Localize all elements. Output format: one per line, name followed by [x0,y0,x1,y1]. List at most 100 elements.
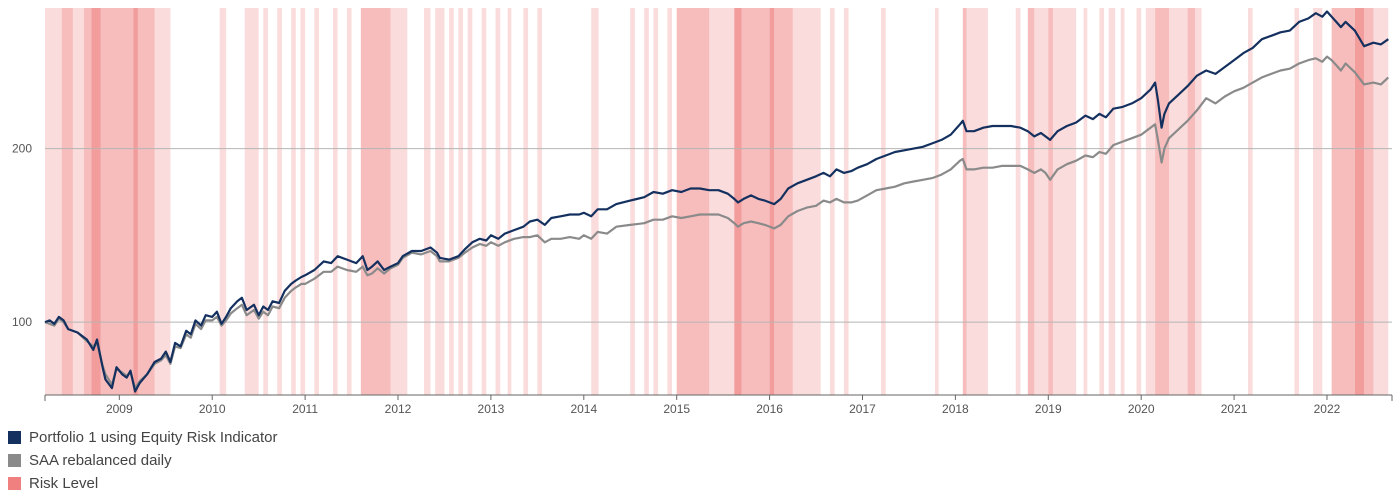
risk-band [1294,8,1300,395]
legend-swatch-saa [8,454,21,467]
x-tick-label: 2021 [1221,402,1248,416]
x-axis [44,394,1393,401]
risk-band [644,8,649,395]
risk-band [84,8,92,395]
y-axis-labels: 100 200 [12,142,32,330]
risk-band [449,8,454,395]
risk-band [676,8,710,395]
risk-band [100,8,134,395]
series-line-saa [44,55,1390,390]
risk-band [300,8,306,395]
risk-band [390,8,408,395]
legend-swatch-portfolio [8,431,21,444]
y-tick-label: 200 [12,142,32,156]
risk-band [360,8,391,395]
x-tick-label: 2014 [570,402,597,416]
risk-band [495,8,501,395]
risk-band [244,8,259,395]
risk-band [1083,8,1088,395]
x-tick-label: 2013 [478,402,505,416]
legend-label-risk-level: Risk Level [29,475,99,492]
risk-band [1187,8,1196,395]
legend: Portfolio 1 using Equity Risk Indicator … [8,426,277,495]
legend-item-saa[interactable]: SAA rebalanced daily [8,449,277,472]
risk-band [1034,8,1049,395]
x-tick-label: 2017 [849,402,876,416]
series-lines [44,10,1390,393]
risk-band [45,8,62,395]
risk-band [792,8,821,395]
legend-swatch-risk-level [8,477,21,490]
legend-item-portfolio[interactable]: Portfolio 1 using Equity Risk Indicator [8,426,277,449]
risk-band [653,8,659,395]
risk-band [1331,8,1355,395]
risk-band [1155,8,1170,395]
risk-band [61,8,73,395]
risk-band [1015,8,1021,395]
risk-band [630,8,635,395]
risk-band [219,8,227,395]
risk-band [1048,8,1053,395]
risk-band [1169,8,1188,395]
risk-band [1145,8,1156,395]
risk-band [467,8,473,395]
risk-band [424,8,431,395]
risk-band [769,8,775,395]
risk-band [263,8,268,395]
x-tick-label: 2019 [1035,402,1062,416]
risk-band [1108,8,1116,395]
risk-band [1136,8,1142,395]
x-tick-label: 2012 [385,402,412,416]
x-tick-label: 2015 [663,402,690,416]
risk-band [1195,8,1202,395]
x-axis-labels: 2009 2010 2011 2012 2013 2014 2015 2016 2017 2018… [106,402,1341,416]
x-tick-label: 2020 [1128,402,1155,416]
risk-band [591,8,599,395]
risk-band [1373,8,1389,395]
risk-band [1027,8,1035,395]
risk-band [1364,8,1374,395]
risk-band [881,8,886,395]
risk-band [1099,8,1105,395]
risk-band [72,8,85,395]
risk-band [667,8,673,395]
risk-band [1354,8,1365,395]
risk-band [133,8,138,395]
risk-band [154,8,171,395]
risk-band [435,8,445,395]
risk-band [458,8,464,395]
gridlines [45,148,1392,323]
risk-band [314,8,320,395]
risk-band [346,8,352,395]
risk-band [709,8,735,395]
risk-band [774,8,793,395]
risk-band [1313,8,1323,395]
x-tick-label: 2022 [1314,402,1341,416]
legend-label-saa: SAA rebalanced daily [29,452,172,469]
risk-band [507,8,512,395]
x-tick-label: 2018 [942,402,969,416]
risk-band [291,8,296,395]
x-tick-label: 2016 [756,402,783,416]
risk-band [1120,8,1125,395]
series-line-portfolio [44,10,1389,393]
risk-band [962,8,967,395]
legend-item-risk-level[interactable]: Risk Level [8,472,277,495]
x-tick-label: 2010 [199,402,226,416]
y-tick-label: 100 [12,315,32,329]
risk-band [91,8,101,395]
risk-band [1248,8,1253,395]
x-tick-label: 2011 [292,402,318,416]
risk-band [537,8,542,395]
risk-level-bands [45,8,1389,395]
risk-band [277,8,282,395]
risk-band [523,8,529,395]
risk-band [1052,8,1077,395]
risk-band [934,8,939,395]
legend-label-portfolio: Portfolio 1 using Equity Risk Indicator [29,429,278,446]
x-tick-label: 2009 [106,402,133,416]
risk-band [481,8,487,395]
risk-band [332,8,338,395]
risk-band [137,8,155,395]
